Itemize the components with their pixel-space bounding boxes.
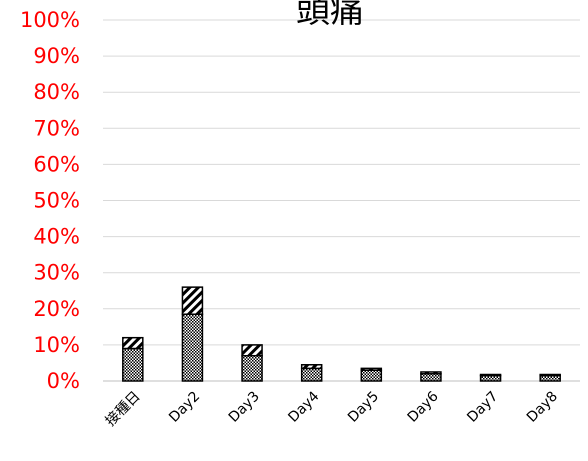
y-tick-label: 80% [33,80,80,104]
bar-segment-dotted [241,354,263,382]
x-tick-label: 接種日 [102,388,144,430]
gridlines [103,19,580,382]
x-tick-label: Day5 [345,389,382,426]
bars [122,286,561,382]
bar-segment-hatched [122,336,144,350]
y-tick-label: 20% [33,297,80,321]
bar-segment-dotted [539,374,561,382]
x-tick-label: Day3 [226,389,263,426]
y-tick-label: 0% [47,369,80,393]
bar-segment-dotted [420,373,442,382]
bar-segment-hatched [539,373,561,377]
x-tick-label: Day8 [524,389,561,426]
bar-segment-hatched [181,286,204,315]
y-tick-label: 50% [33,189,80,213]
x-axis-tick-labels: 接種日 Day2 Day3 Day4 Day5 Day6 Day7 Day8 [102,388,561,430]
y-tick-label: 10% [33,333,80,357]
bar-segment-dotted [479,374,502,382]
bar-segment-hatched [300,364,323,370]
bar-segment-dotted [181,313,204,382]
y-tick-label: 100% [20,8,80,32]
bar-segment-hatched [420,371,442,375]
x-tick-label: Day7 [464,389,501,426]
bar-segment-dotted [360,369,383,382]
bar-segment-dotted [122,347,144,382]
bar-segment-hatched [360,367,383,371]
x-tick-label: Day2 [166,389,203,426]
bar-segment-hatched [479,373,502,377]
bar-segment-dotted [300,367,323,382]
bar-segment-hatched [241,344,263,357]
y-tick-label: 30% [33,261,80,285]
y-tick-label: 60% [33,152,80,176]
x-tick-label: Day4 [285,388,322,425]
y-tick-label: 70% [33,116,80,140]
x-tick-label: Day6 [405,388,442,425]
y-axis-tick-labels: 0% 10% 20% 30% 40% 50% 60% 70% 80% 90% 100% [20,8,80,393]
y-tick-label: 90% [33,44,80,68]
y-tick-label: 40% [33,225,80,249]
chart-title: 頭痛 [296,0,364,31]
